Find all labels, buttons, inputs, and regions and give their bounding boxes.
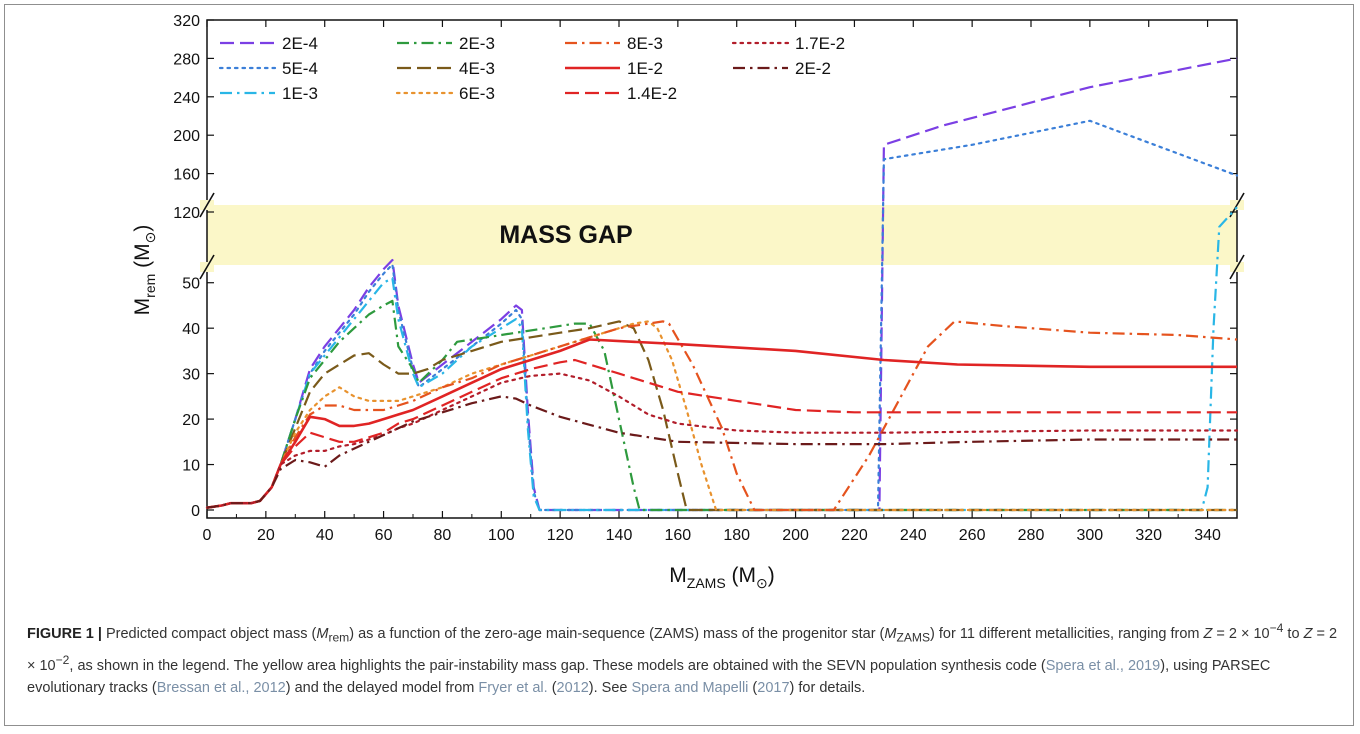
y-tick-label: 40 [182, 321, 200, 338]
caption-text-5: ), using PARSEC evolutionary tracks ( [27, 657, 1271, 696]
caption-ref-fryer-year[interactable]: 2012 [556, 679, 589, 696]
caption-ref-fryer[interactable]: Fryer et al. [478, 679, 548, 696]
caption-exp1: −4 [1269, 621, 1284, 635]
x-tick-label: 80 [434, 527, 452, 544]
y-tick-label: 30 [182, 367, 200, 384]
x-tick-label: 140 [606, 527, 633, 544]
x-tick-label: 260 [959, 527, 986, 544]
caption-mzams-sub: ZAMS [896, 630, 931, 645]
caption-text-10: ) for details. [789, 679, 866, 696]
figure-caption: FIGURE 1 | Predicted compact object mass… [27, 617, 1345, 699]
caption-text-8: ). See [588, 679, 632, 696]
y-axis-title: Mrem (M⊙) [131, 225, 158, 316]
caption-text-1: Predicted compact object mass ( [101, 625, 317, 642]
y-tick-label: 320 [173, 13, 200, 30]
series-line-2E-2 [206, 395, 1237, 509]
x-tick-label: 60 [375, 527, 393, 544]
x-tick-label: 180 [723, 527, 750, 544]
caption-ref-spera-2019[interactable]: Spera et al., 2019 [1045, 657, 1161, 674]
legend-entry-4E-3: 4E-3 [459, 59, 495, 78]
x-tick-label: 100 [488, 527, 515, 544]
axis-break-mark [1229, 254, 1245, 280]
x-tick-label: 40 [316, 527, 334, 544]
caption-z2: Z [1303, 625, 1313, 642]
y-tick-label: 120 [173, 205, 200, 222]
caption-ref-bressan-2012[interactable]: Bressan et al., 2012 [156, 679, 286, 696]
caption-ref-spera-mapelli-year[interactable]: 2017 [757, 679, 790, 696]
caption-text-9: ( [748, 679, 758, 696]
x-tick-label: 340 [1194, 527, 1221, 544]
x-tick-label: 160 [665, 527, 692, 544]
axis-break-mark [199, 254, 215, 280]
caption-text-3: ) for 11 different metallicities, rangin… [930, 625, 1204, 642]
series-line-8E-3 [206, 320, 1238, 512]
series-line-6E-3 [205, 320, 1239, 512]
x-tick-label: 0 [203, 527, 212, 544]
x-tick-label: 240 [900, 527, 927, 544]
y-tick-label: 280 [173, 51, 200, 68]
x-tick-label: 120 [547, 527, 574, 544]
caption-to: to [1283, 625, 1304, 642]
x-tick-label: 320 [1135, 527, 1162, 544]
legend-entry-1E-2: 1E-2 [627, 59, 663, 78]
x-tick-label: 220 [841, 527, 868, 544]
y-tick-label: 10 [182, 458, 200, 475]
legend-entry-6E-3: 6E-3 [459, 84, 495, 103]
caption-ref-spera-mapelli[interactable]: Spera and Mapelli [631, 679, 749, 696]
caption-text-4: , as shown in the legend. The yellow are… [69, 657, 1046, 674]
y-tick-label: 20 [182, 412, 200, 429]
caption-mrem-sub: rem [328, 630, 350, 645]
caption-z1: Z [1203, 625, 1213, 642]
caption-mrem: M [316, 625, 329, 642]
x-tick-label: 300 [1077, 527, 1104, 544]
x-tick-label: 280 [1018, 527, 1045, 544]
y-tick-label: 240 [173, 90, 200, 107]
y-tick-label: 200 [173, 128, 200, 145]
caption-text-6: ) and the delayed model from [285, 679, 479, 696]
caption-text-2: ) as a function of the zero-age main-seq… [349, 625, 885, 642]
caption-eq2: = 2 × 10 [27, 625, 1338, 674]
caption-text-7: ( [547, 679, 557, 696]
caption-exp2: −2 [55, 652, 70, 667]
caption-label: FIGURE 1 | [27, 625, 102, 642]
legend-entry-2E-2: 2E-2 [795, 59, 831, 78]
x-axis-title: MZAMS (M⊙) [669, 564, 774, 591]
x-tick-label: 20 [257, 527, 275, 544]
legend-entry-1.4E-2: 1.4E-2 [627, 84, 677, 103]
legend-entry-2E-3: 2E-3 [459, 34, 495, 53]
axis-break-mark [199, 192, 215, 218]
legend-entry-8E-3: 8E-3 [627, 34, 663, 53]
mass-gap-label: MASS GAP [499, 221, 632, 249]
legend-entry-1.7E-2: 1.7E-2 [795, 34, 845, 53]
series-line-1.4E-2 [206, 358, 1237, 509]
legend-entry-1E-3: 1E-3 [282, 84, 318, 103]
series-line-5E-4 [205, 119, 1239, 512]
figure-frame: MASS GAP 0 20 40 60 80 100 120 140 160 180 200 220 24… [4, 4, 1354, 726]
series-line-4E-3 [206, 320, 1237, 512]
y-tick-label: 50 [182, 276, 200, 293]
caption-eq1: = 2 × 10 [1212, 625, 1270, 642]
legend-entry-5E-4: 5E-4 [282, 59, 318, 78]
axis-break-mark [1229, 192, 1245, 218]
mass-gap-band [207, 205, 1237, 265]
y-tick-label: 160 [173, 167, 200, 184]
series-line-1E-2 [206, 338, 1237, 509]
series-line-1.7E-2 [205, 372, 1239, 509]
legend-entry-2E-4: 2E-4 [282, 34, 318, 53]
x-tick-label: 200 [782, 527, 809, 544]
y-tick-label: 0 [191, 503, 200, 520]
caption-mzams: M [884, 625, 897, 642]
